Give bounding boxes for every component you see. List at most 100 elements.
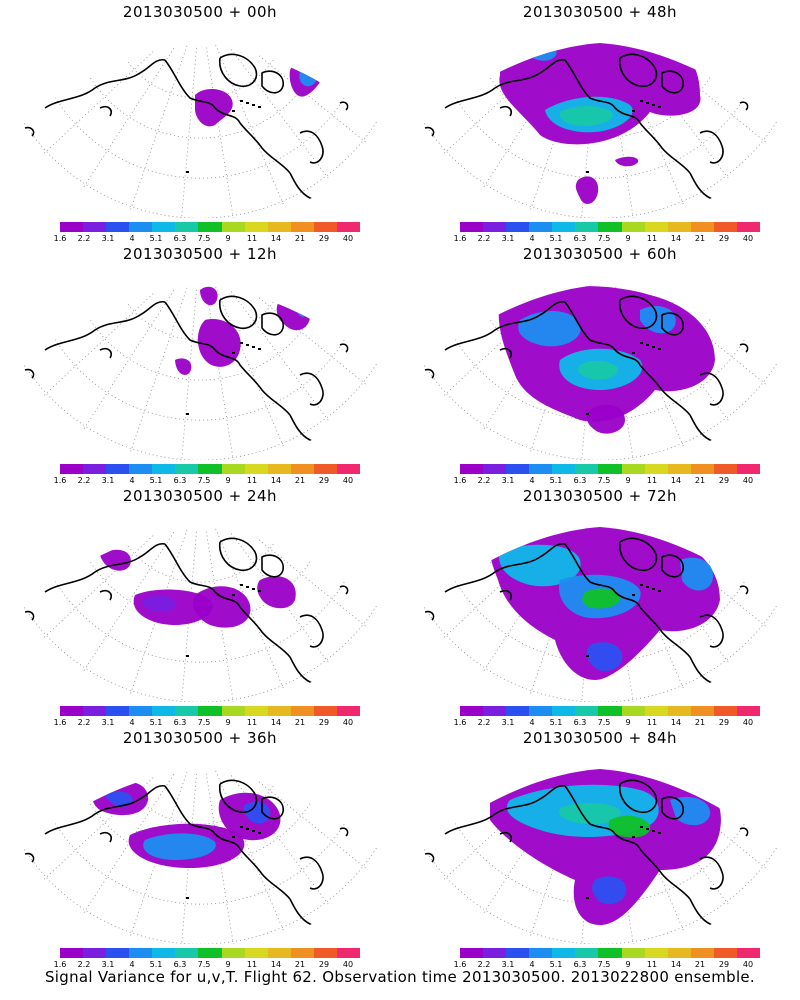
colorbar-swatch <box>129 706 153 716</box>
island-dots <box>586 100 661 173</box>
colorbar-tick-label: 1.6 <box>453 234 467 243</box>
colorbar-swatch <box>313 948 337 958</box>
colorbar-tick-label: 29 <box>718 476 730 485</box>
colorbar-tick-label: 9 <box>625 718 631 727</box>
polar-map <box>10 285 390 460</box>
colorbar-swatch <box>460 222 484 232</box>
colorbar <box>460 706 761 716</box>
colorbar-swatch <box>60 464 84 474</box>
colorbar-tick-label: 3.1 <box>101 476 115 485</box>
colorbar-swatch <box>713 222 737 232</box>
lat-lon-grid <box>10 769 390 944</box>
colorbar-swatch <box>690 222 714 232</box>
variance-contour <box>582 588 621 609</box>
colorbar-tick-label: 11 <box>246 960 258 969</box>
colorbar-swatch <box>690 464 714 474</box>
variance-contour <box>575 176 599 204</box>
colorbar-swatch <box>129 948 153 958</box>
colorbar-tick-label: 14 <box>270 960 282 969</box>
panel-title: 2013030500 + 24h <box>122 487 278 505</box>
colorbar <box>460 464 761 474</box>
colorbar-swatch <box>290 222 314 232</box>
colorbar-tick-label: 29 <box>718 960 730 969</box>
colorbar-tick-label: 3.1 <box>101 960 115 969</box>
colorbar <box>460 948 761 958</box>
panel-title: 2013030500 + 36h <box>122 729 278 747</box>
lat-lon-grid <box>10 527 390 702</box>
colorbar-tick-label: 3.1 <box>501 718 515 727</box>
colorbar-tick-label: 6.3 <box>173 234 187 243</box>
variance-contour <box>670 796 711 826</box>
colorbar-tick-label: 4 <box>129 476 135 485</box>
colorbar-tick-label: 40 <box>742 960 754 969</box>
colorbar-tick-label: 3.1 <box>501 476 515 485</box>
colorbar-tick-label: 11 <box>646 234 658 243</box>
variance-contour <box>592 876 627 905</box>
colorbar-swatch <box>575 222 599 232</box>
colorbar <box>60 948 361 958</box>
colorbar-swatch <box>313 706 337 716</box>
colorbar-swatch <box>221 464 245 474</box>
island-dots <box>186 584 261 657</box>
coastline <box>424 537 749 702</box>
polar-map <box>410 285 790 460</box>
island-dots <box>186 342 261 415</box>
colorbar-tick-label: 1.6 <box>53 960 67 969</box>
lat-lon-grid <box>10 285 390 460</box>
colorbar-swatch <box>221 948 245 958</box>
colorbar-tick-label: 4 <box>529 234 535 243</box>
variance-contour <box>100 549 131 571</box>
colorbar-ticks: 1.6 2.2 3.1 4 5.1 6.3 7.5 9 11 14 21 29 40 <box>53 960 365 970</box>
panel-title: 2013030500 + 72h <box>522 487 678 505</box>
variance-contour <box>243 801 271 824</box>
forecast-panel: 2013030500 + 36h 1.6 2.2 3.1 4 5.1 6.3 7.5 9 11 14… <box>0 726 400 971</box>
colorbar-tick-label: 4 <box>129 960 135 969</box>
colorbar <box>60 706 361 716</box>
colorbar-tick-label: 7.5 <box>197 960 211 969</box>
colorbar-tick-label: 21 <box>694 718 706 727</box>
colorbar-tick-label: 21 <box>694 476 706 485</box>
colorbar-swatch <box>736 222 761 232</box>
colorbar-tick-label: 9 <box>625 476 631 485</box>
polar-map <box>410 769 790 944</box>
colorbar-swatch <box>267 464 291 474</box>
colorbar-tick-label: 9 <box>225 234 231 243</box>
colorbar-tick-label: 9 <box>625 960 631 969</box>
colorbar-ticks: 1.6 2.2 3.1 4 5.1 6.3 7.5 9 11 14 21 29 40 <box>54 476 365 486</box>
variance-contour <box>193 586 251 628</box>
colorbar-tick-label: 5.1 <box>149 476 163 485</box>
colorbar-swatch <box>290 706 314 716</box>
colorbar-tick-label: 40 <box>342 476 354 485</box>
variance-contour <box>578 360 619 380</box>
colorbar-swatch <box>460 948 484 958</box>
colorbar-swatch <box>244 706 268 716</box>
colorbar-tick-label: 40 <box>742 234 754 243</box>
colorbar-swatch <box>267 222 291 232</box>
forecast-panel: 2013030500 + 24h 1.6 2.2 3.1 4 5.1 6.3 7.5 9 11 14… <box>0 484 400 729</box>
colorbar-swatch <box>267 948 291 958</box>
variance-contour <box>142 595 176 612</box>
variance-contour <box>608 815 651 838</box>
colorbar-tick-label: 5.1 <box>549 960 563 969</box>
colorbar-swatch <box>736 464 761 474</box>
coastline <box>24 295 349 460</box>
colorbar-swatch <box>175 222 199 232</box>
colorbar-tick-label: 6.3 <box>173 960 187 969</box>
colorbar-swatch <box>336 464 361 474</box>
colorbar-tick-label: 6.3 <box>573 960 587 969</box>
figure-caption: Signal Variance for u,v,T. Flight 62. Ob… <box>44 968 756 986</box>
colorbar-swatch <box>152 464 176 474</box>
colorbar-tick-label: 14 <box>270 476 282 485</box>
colorbar-swatch <box>460 706 484 716</box>
colorbar-swatch <box>175 948 199 958</box>
colorbar-swatch <box>575 948 599 958</box>
colorbar-tick-label: 11 <box>646 960 658 969</box>
colorbar-swatch <box>598 464 622 474</box>
colorbar-swatch <box>483 222 507 232</box>
colorbar-tick-label: 29 <box>318 718 330 727</box>
colorbar-swatch <box>83 706 107 716</box>
island-dots <box>186 100 261 173</box>
polar-map <box>10 43 390 218</box>
colorbar-tick-label: 29 <box>318 476 330 485</box>
colorbar-swatch <box>736 948 761 958</box>
